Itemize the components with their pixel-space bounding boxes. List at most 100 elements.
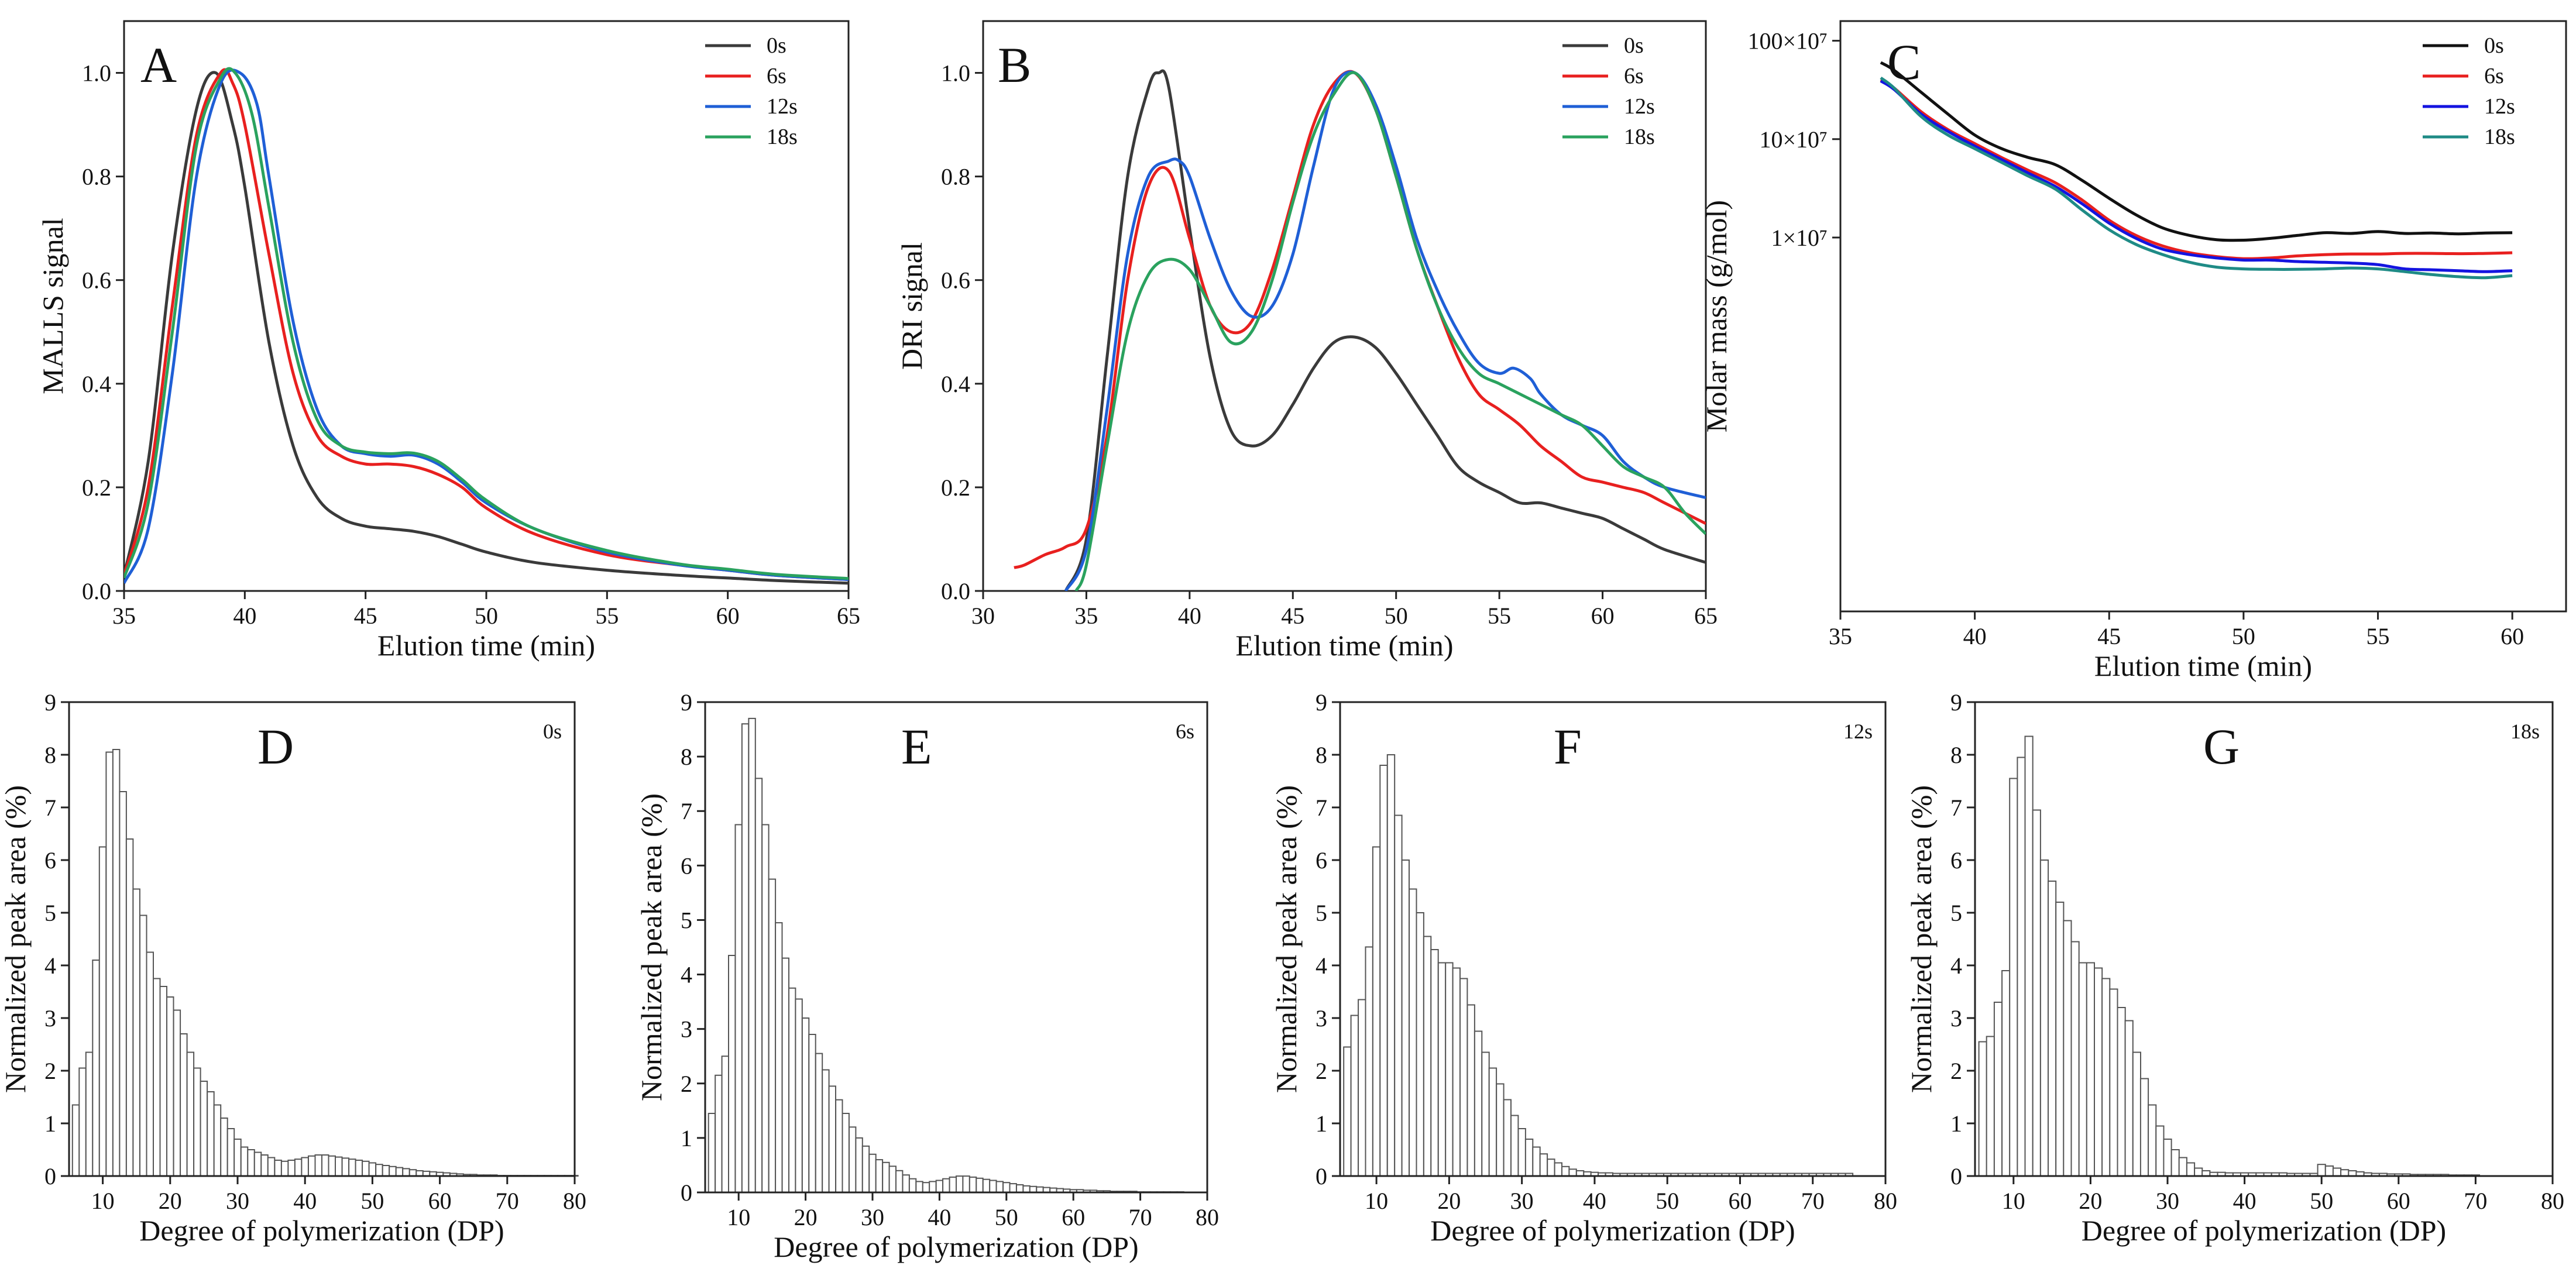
y-tick-label: 4 (44, 953, 56, 979)
x-tick-label: 40 (928, 1204, 951, 1230)
x-tick-label: 60 (1062, 1204, 1085, 1230)
bar-dp-33 (253, 1151, 262, 1177)
sample-time-label: 18s (2510, 720, 2540, 743)
legend-label: 18s (2484, 125, 2515, 149)
bar-dp-15 (2048, 881, 2057, 1177)
bar-dp-8 (721, 1055, 729, 1193)
x-tick-label: 30 (971, 603, 995, 629)
bar-dp-34 (2194, 1167, 2203, 1177)
bar-dp-47 (982, 1178, 991, 1193)
panel-letter: A (140, 37, 177, 93)
bar-dp-51 (375, 1164, 383, 1177)
plot-frame-top (704, 701, 1208, 1194)
x-tick-label: 60 (1591, 603, 1615, 629)
y-tick-label: 0.4 (941, 371, 970, 397)
y-tick-label: 6 (44, 847, 56, 874)
bar-dp-7 (715, 1074, 723, 1194)
bar-dp-36 (908, 1178, 917, 1193)
x-tick-label: 30 (1510, 1188, 1534, 1214)
bar-dp-20 (1445, 962, 1454, 1177)
x-tick-label: 50 (475, 603, 498, 629)
x-tick-label: 40 (2233, 1188, 2256, 1214)
bar-dp-16 (1416, 912, 1424, 1177)
y-tick-label: 0 (681, 1180, 692, 1206)
panel-b: 30 35 40 45 50 55 60 65 0.0 0.2 0.4 0.6 0.8 1.0 Elutio… (895, 20, 1718, 662)
bar-dp-46 (341, 1157, 350, 1177)
bar-dp-55 (402, 1168, 410, 1177)
bar-dp-10 (734, 824, 743, 1193)
y-tick-label: 4 (681, 962, 692, 988)
x-tick-label: 50 (2310, 1188, 2333, 1214)
plot-frame (982, 20, 1707, 592)
bar-dp-18 (2070, 941, 2080, 1177)
bar-dp-27 (849, 1126, 857, 1194)
legend-label: 18s (1624, 125, 1655, 149)
bar-dp-56 (408, 1169, 417, 1177)
bar-dp-37 (280, 1160, 289, 1177)
x-tick-label: 70 (1129, 1204, 1152, 1230)
y-tick-label: 7 (44, 795, 56, 821)
x-tick-label: 60 (2387, 1188, 2410, 1214)
y-tick-label: 1 (1950, 1110, 1962, 1137)
y-axis-label: Normalized peak area (%) (1905, 785, 1938, 1093)
bar-dp-29 (226, 1128, 235, 1177)
bar-dp-22 (180, 1033, 188, 1177)
panel-letter: D (257, 718, 294, 775)
bar-dp-10 (98, 846, 107, 1177)
bar-dp-7 (1986, 1036, 1995, 1177)
bar-dp-27 (1496, 1083, 1505, 1177)
bar-dp-17 (146, 951, 154, 1177)
legend-label: 0s (2484, 33, 2504, 58)
bar-dp-45 (335, 1156, 343, 1177)
x-tick-label: 10 (1365, 1188, 1388, 1214)
x-tick-label: 80 (2541, 1188, 2564, 1214)
bar-dp-51 (2324, 1165, 2334, 1177)
x-tick-label: 65 (1694, 603, 1718, 629)
bar-dp-21 (808, 1034, 816, 1193)
bar-dp-24 (2117, 1007, 2126, 1177)
bar-dp-32 (882, 1161, 890, 1194)
series-line-18s (1074, 71, 1706, 591)
y-tick-label: 3 (1950, 1005, 1962, 1032)
bar-dp-12 (2024, 735, 2034, 1177)
y-tick-label: 8 (1950, 742, 1962, 768)
x-tick-label: 55 (595, 603, 619, 629)
y-tick-label: 100×10⁷ (1747, 28, 1828, 54)
bar-dp-37 (915, 1181, 923, 1194)
bar-dp-32 (1532, 1146, 1541, 1177)
y-axis-label: Molar mass (g/mol) (1700, 200, 1733, 432)
bar-dp-26 (207, 1091, 215, 1177)
x-tick-label: 45 (354, 603, 377, 629)
bar-dp-28 (220, 1118, 228, 1177)
y-tick-label: 4 (1950, 953, 1962, 979)
y-tick-label: 5 (1316, 900, 1327, 926)
bar-dp-36 (1561, 1165, 1570, 1177)
bar-dp-24 (193, 1067, 201, 1177)
bar-dp-22 (815, 1053, 823, 1193)
bar-dp-11 (2017, 757, 2026, 1177)
bar-dp-23 (186, 1051, 195, 1177)
bar-dp-11 (105, 751, 114, 1177)
bar-dp-43 (956, 1175, 964, 1193)
bar-dp-7 (1350, 1015, 1359, 1177)
y-tick-label: 7 (1316, 795, 1327, 821)
bar-dp-40 (935, 1180, 944, 1193)
panel-c: 35 40 45 50 55 60 1×10⁷ 10×10⁷ 100×10⁷ Elution ti… (1700, 20, 2567, 682)
y-tick-label: 2 (1316, 1058, 1327, 1084)
series-line-6s (124, 68, 849, 581)
bar-dp-46 (976, 1177, 984, 1194)
y-tick-label: 0 (44, 1163, 56, 1189)
bar-dp-10 (1372, 846, 1381, 1177)
panel-letter: E (901, 718, 932, 775)
y-tick-label: 5 (44, 900, 56, 926)
bar-dp-20 (2086, 962, 2096, 1177)
x-axis-label: Elution time (min) (2094, 649, 2312, 682)
bar-dp-12 (112, 749, 121, 1177)
x-tick-label: 55 (2367, 623, 2390, 649)
bar-dp-53 (389, 1165, 397, 1177)
bar-dp-30 (868, 1153, 877, 1194)
bar-dp-26 (842, 1113, 850, 1193)
panel-letter: C (1887, 34, 1921, 90)
x-tick-label: 40 (233, 603, 256, 629)
plot-frame (1839, 20, 2567, 613)
